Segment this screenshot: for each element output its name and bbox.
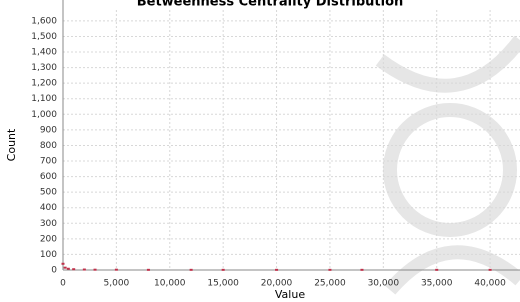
- page: {"chart_data": {"type": "scatter", "titl…: [0, 0, 520, 302]
- y-tick-label: 800: [40, 141, 57, 151]
- point: [94, 269, 97, 271]
- y-axis-label: Count: [5, 128, 18, 161]
- x-axis-label: Value: [275, 288, 305, 301]
- y-tick-label: 1,000: [31, 110, 57, 120]
- point: [115, 269, 118, 271]
- point: [147, 269, 150, 271]
- y-tick-label: 1,400: [31, 48, 57, 58]
- point: [360, 269, 363, 271]
- point: [328, 269, 331, 271]
- x-tick-label: 35,000: [421, 279, 453, 289]
- point: [435, 269, 438, 271]
- point: [62, 263, 65, 265]
- point: [83, 269, 86, 271]
- x-tick-label: 25,000: [314, 279, 346, 289]
- watermark: [380, 40, 520, 290]
- y-tick-label: 700: [40, 157, 57, 167]
- y-tick-label: 1,600: [31, 16, 57, 26]
- x-tick-label: 5,000: [104, 279, 130, 289]
- chart-title: Betweenness Centrality Distribution: [137, 0, 404, 10]
- y-tick-label: 900: [40, 125, 57, 135]
- point: [275, 269, 278, 271]
- point: [190, 269, 193, 271]
- x-tick-label: 0: [60, 279, 66, 289]
- x-tick-label: 10,000: [154, 279, 186, 289]
- x-tick-label: 40,000: [474, 279, 506, 289]
- y-tick-label: 400: [40, 203, 57, 213]
- y-tick-label: 1,300: [31, 63, 57, 73]
- y-tick-label: 1,100: [31, 94, 57, 104]
- x-tick-label: 30,000: [368, 279, 400, 289]
- y-tick-label: 300: [40, 219, 57, 229]
- chart: Betweenness Centrality Distribution Valu…: [0, 0, 520, 302]
- x-tick-label: 20,000: [261, 279, 293, 289]
- point: [489, 269, 492, 271]
- y-tick-label: 1,200: [31, 79, 57, 89]
- y-tick-label: 200: [40, 234, 57, 244]
- point: [72, 268, 75, 270]
- point: [64, 267, 67, 269]
- y-tick-label: 600: [40, 172, 57, 182]
- point: [67, 268, 70, 270]
- y-tick-label: 1,500: [31, 32, 57, 42]
- y-tick-label: 100: [40, 250, 57, 260]
- y-tick-label: 500: [40, 188, 57, 198]
- point: [222, 269, 225, 271]
- y-tick-label: 0: [51, 266, 57, 276]
- x-tick-label: 15,000: [207, 279, 239, 289]
